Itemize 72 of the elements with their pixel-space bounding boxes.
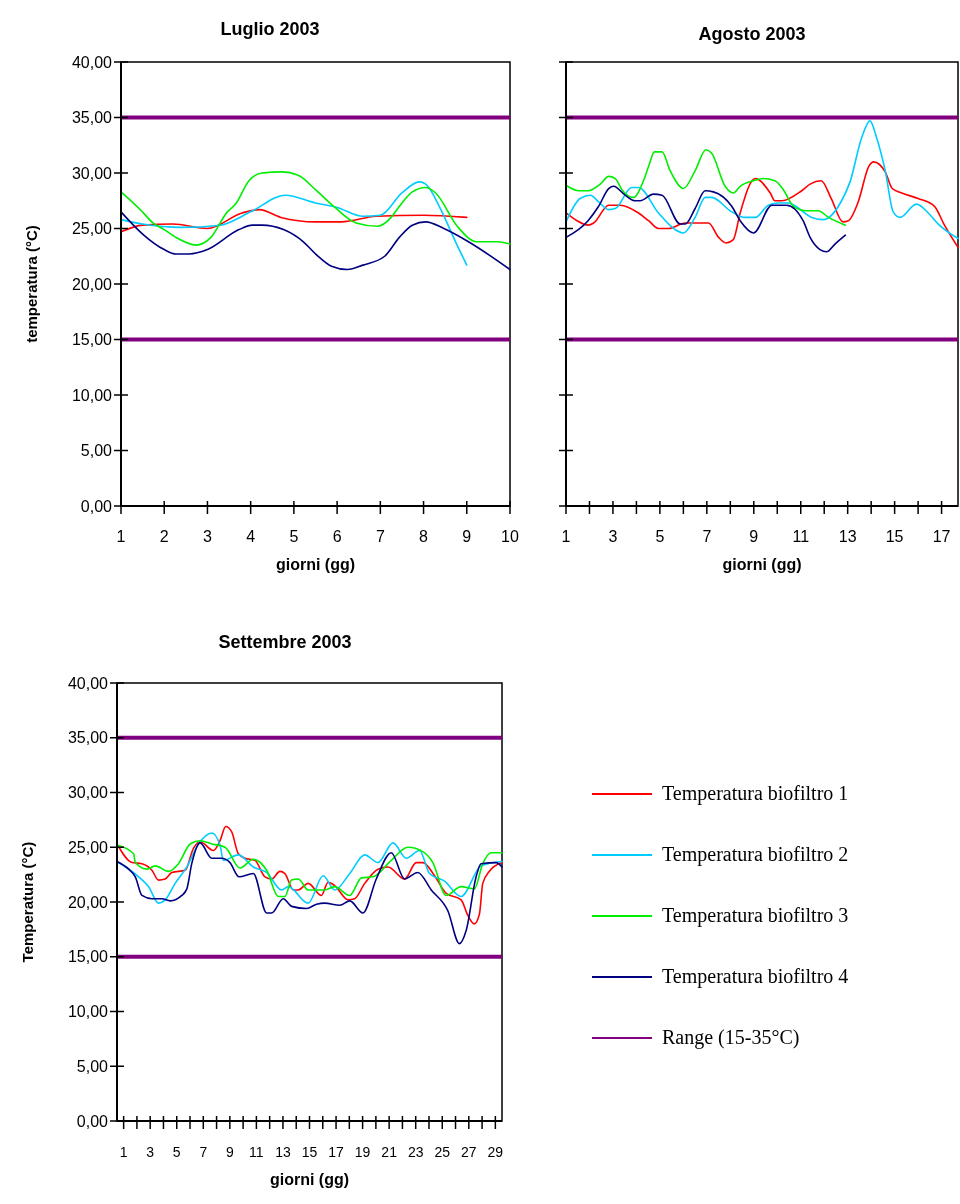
line-series <box>120 208 468 233</box>
x-tick-label: 23 <box>407 1144 424 1160</box>
legend-label: Temperatura biofiltro 3 <box>662 904 849 927</box>
x-tick-label: 21 <box>381 1144 398 1160</box>
x-tick-label: 7 <box>702 528 712 545</box>
x-tick-label: 7 <box>375 528 385 545</box>
legend-label: Temperatura biofiltro 2 <box>662 843 849 866</box>
legend-label: Temperatura biofiltro 4 <box>662 965 849 988</box>
x-tick-label: 2 <box>159 528 169 545</box>
x-tick-label: 17 <box>328 1144 345 1160</box>
legend-label: Temperatura biofiltro 1 <box>662 782 849 805</box>
y-tick-label: 0,00 <box>80 497 113 515</box>
y-tick-label: 35,00 <box>67 729 109 747</box>
x-tick-label: 13 <box>838 528 857 545</box>
y-tick-label: 5,00 <box>80 442 113 460</box>
x-tick-label: 15 <box>885 528 904 545</box>
x-tick-label: 9 <box>749 528 759 545</box>
legend-label: Range (15-35°C) <box>662 1026 800 1049</box>
x-tick-label: 4 <box>246 528 256 545</box>
x-tick-label: 11 <box>249 1144 264 1160</box>
x-tick-label: 13 <box>275 1144 291 1160</box>
y-tick-label: 20,00 <box>71 275 113 293</box>
line-series <box>120 181 468 266</box>
chart-title: Agosto 2003 <box>698 24 806 44</box>
x-tick-label: 11 <box>792 528 810 545</box>
x-axis-title: giorni (gg) <box>722 556 802 573</box>
x-tick-label: 7 <box>199 1144 208 1160</box>
x-tick-label: 1 <box>119 1144 128 1160</box>
y-tick-label: 30,00 <box>67 784 109 802</box>
y-tick-label: 10,00 <box>71 386 113 404</box>
line-series <box>120 211 511 271</box>
x-tick-label: 5 <box>655 528 665 545</box>
x-tick-label: 6 <box>332 528 342 545</box>
y-tick-label: 25,00 <box>67 838 109 856</box>
x-tick-label: 3 <box>608 528 618 545</box>
x-axis-title: giorni (gg) <box>275 556 356 573</box>
x-tick-label: 9 <box>462 528 472 545</box>
y-tick-label: 40,00 <box>71 53 113 71</box>
x-tick-label: 9 <box>225 1144 234 1160</box>
x-tick-label: 25 <box>434 1144 451 1160</box>
line-series <box>120 171 511 246</box>
x-axis-title: giorni (gg) <box>269 1171 350 1188</box>
x-tick-label: 27 <box>461 1144 477 1160</box>
y-tick-label: 40,00 <box>67 674 109 692</box>
y-tick-label: 30,00 <box>71 164 113 182</box>
chart-title: Luglio 2003 <box>220 19 320 39</box>
x-tick-label: 15 <box>301 1144 318 1160</box>
y-tick-label: 10,00 <box>67 1003 109 1021</box>
chart-title: Settembre 2003 <box>218 632 352 652</box>
y-tick-label: 35,00 <box>71 109 113 127</box>
y-tick-label: 5,00 <box>76 1057 109 1075</box>
y-tick-label: 15,00 <box>67 948 109 966</box>
line-series <box>116 839 503 898</box>
x-tick-label: 1 <box>116 528 126 545</box>
x-tick-label: 8 <box>419 528 429 545</box>
x-tick-label: 19 <box>354 1144 371 1160</box>
y-tick-label: 25,00 <box>71 220 113 238</box>
line-series <box>116 825 503 925</box>
x-tick-label: 10 <box>501 528 519 545</box>
x-tick-label: 5 <box>289 528 299 545</box>
y-tick-label: 0,00 <box>76 1112 109 1130</box>
y-axis-title: temperatura (°C) <box>23 225 40 343</box>
x-tick-label: 5 <box>172 1144 181 1160</box>
y-tick-label: 20,00 <box>67 893 109 911</box>
x-tick-label: 3 <box>202 528 212 545</box>
x-tick-label: 17 <box>932 528 951 545</box>
x-tick-label: 29 <box>487 1144 504 1160</box>
x-tick-label: 3 <box>146 1144 155 1160</box>
y-axis-title: Temperatura (°C) <box>19 841 36 963</box>
y-tick-label: 15,00 <box>71 331 113 349</box>
line-series <box>116 842 503 945</box>
x-tick-label: 1 <box>561 528 571 545</box>
